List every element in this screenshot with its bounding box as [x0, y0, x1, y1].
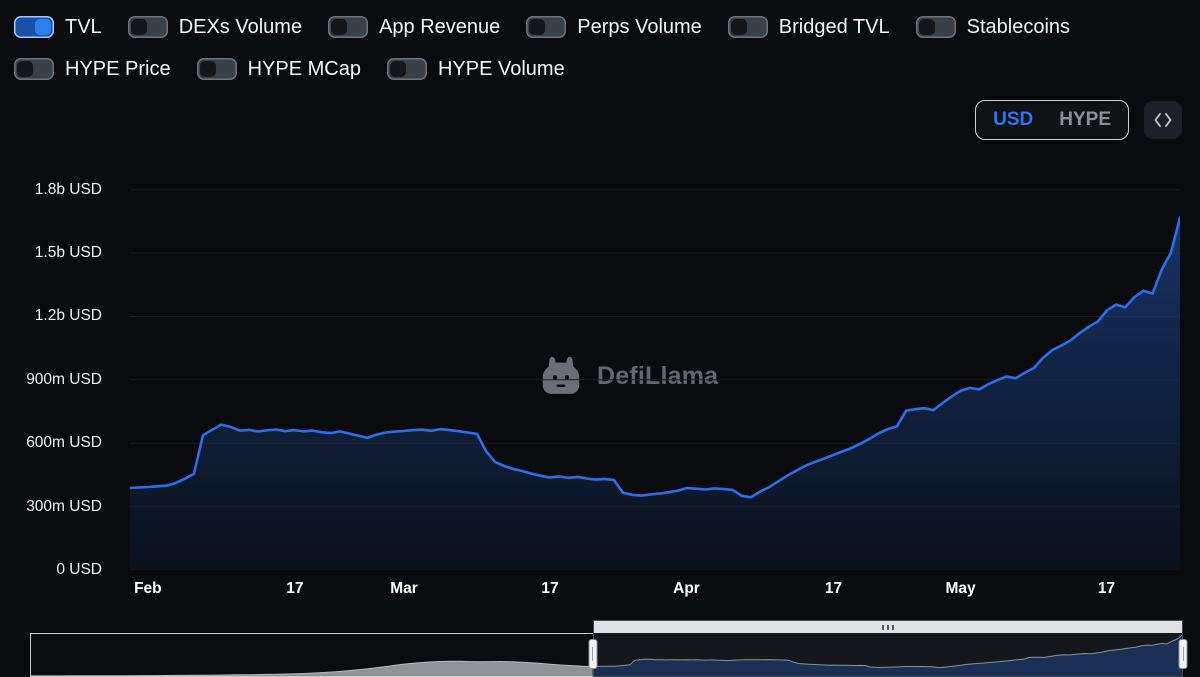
x-axis-label: Feb [134, 580, 162, 597]
toggle-label-perps-volume: Perps Volume [577, 16, 702, 38]
navigator-selected-window[interactable] [592, 620, 1183, 677]
toggle-hype-mcap[interactable]: HYPE MCap [196, 58, 361, 80]
navigator-history-mini-chart [31, 634, 593, 676]
toggle-label-dexs-volume: DEXs Volume [178, 16, 303, 38]
toggle-tvl[interactable]: TVL [14, 16, 102, 38]
currency-toggle[interactable]: USD HYPE [975, 100, 1129, 140]
switch-knob [918, 19, 935, 35]
hype-mcap-switch-icon[interactable] [196, 58, 237, 80]
y-axis-label: 300m USD [26, 497, 102, 515]
embed-code-icon [1154, 113, 1172, 127]
toggle-label-hype-volume: HYPE Volume [437, 58, 565, 80]
chart-controls: USD HYPE [975, 100, 1182, 140]
toggle-bridged-tvl[interactable]: Bridged TVL [727, 16, 890, 38]
nav-window-area [593, 635, 1182, 676]
nav-history-line [31, 661, 593, 676]
embed-chart-button[interactable] [1144, 101, 1182, 139]
switch-knob [17, 61, 33, 77]
x-axis-label: 17 [541, 580, 559, 597]
toggle-perps-volume[interactable]: Perps Volume [526, 16, 702, 38]
navigator-unselected-region[interactable] [30, 633, 593, 677]
y-axis: 0 USD 300m USD 600m USD 900m USD 1.2b USD 1.5… [0, 158, 116, 578]
toggle-label-hype-mcap: HYPE MCap [247, 58, 361, 80]
perps-volume-switch-icon[interactable] [526, 16, 567, 38]
switch-knob [35, 19, 51, 35]
scrollbar-grip-icon [886, 624, 889, 630]
tvl-line [130, 218, 1180, 498]
x-axis-label: Mar [390, 580, 418, 597]
x-axis-label: May [945, 580, 976, 597]
metric-toggles-row1: TVL DEXs Volume App Revenue Perps Volume… [14, 16, 1070, 38]
toggle-label-hype-price: HYPE Price [65, 58, 171, 80]
switch-knob [199, 61, 216, 77]
switch-knob [389, 61, 406, 77]
switch-knob [130, 19, 147, 35]
x-axis-label: 17 [286, 580, 304, 597]
navigator-scrollbar[interactable] [593, 621, 1182, 633]
app-revenue-switch-icon[interactable] [328, 16, 369, 38]
y-axis-label: 600m USD [26, 434, 102, 452]
hype-volume-switch-icon[interactable] [386, 58, 427, 80]
hype-price-switch-icon[interactable] [14, 58, 54, 80]
navigator-left-handle[interactable] [588, 639, 598, 669]
x-axis: Feb 17 Mar 17 Apr 17 May 17 [130, 580, 1180, 602]
toggle-label-stablecoins: Stablecoins [966, 16, 1071, 38]
toggle-label-bridged-tvl: Bridged TVL [778, 16, 890, 38]
x-axis-label: 17 [1097, 580, 1116, 597]
switch-knob [529, 19, 546, 35]
date-range-navigator[interactable] [30, 620, 1188, 677]
y-axis-label: 1.5b USD [34, 244, 102, 262]
toggle-dexs-volume[interactable]: DEXs Volume [127, 16, 303, 38]
scrollbar-grip-icon [881, 624, 884, 630]
toggle-hype-price[interactable]: HYPE Price [14, 58, 171, 80]
navigator-right-handle[interactable] [1178, 639, 1188, 669]
switch-knob [331, 19, 348, 35]
bridged-tvl-switch-icon[interactable] [727, 16, 768, 38]
currency-option-usd[interactable]: USD [993, 109, 1034, 130]
tvl-chart-svg[interactable] [130, 158, 1180, 570]
dexs-volume-switch-icon[interactable] [127, 16, 168, 38]
y-axis-label: 0 USD [56, 561, 102, 578]
toggle-hype-volume[interactable]: HYPE Volume [386, 58, 565, 80]
metric-toggles-row2: HYPE Price HYPE MCap HYPE Volume [14, 58, 565, 80]
toggle-label-tvl: TVL [65, 16, 102, 38]
toggle-label-app-revenue: App Revenue [379, 16, 501, 38]
stablecoins-switch-icon[interactable] [915, 16, 956, 38]
x-axis-label: 17 [824, 580, 843, 597]
y-axis-label: 900m USD [26, 370, 102, 388]
scrollbar-grip-icon [891, 624, 894, 630]
nav-window-line [594, 635, 1182, 668]
toggle-app-revenue[interactable]: App Revenue [328, 16, 500, 38]
toggle-stablecoins[interactable]: Stablecoins [915, 16, 1071, 38]
x-axis-label: Apr [673, 580, 700, 597]
y-axis-label: 1.8b USD [34, 180, 102, 198]
tvl-area-chart[interactable] [130, 158, 1180, 570]
y-axis-label: 1.2b USD [34, 307, 102, 325]
switch-knob [730, 19, 747, 35]
tvl-switch-icon[interactable] [14, 16, 54, 38]
nav-history-area [31, 661, 593, 676]
currency-option-hype[interactable]: HYPE [1059, 109, 1111, 130]
tvl-area-fill [130, 217, 1180, 570]
navigator-window-chart [593, 633, 1182, 676]
